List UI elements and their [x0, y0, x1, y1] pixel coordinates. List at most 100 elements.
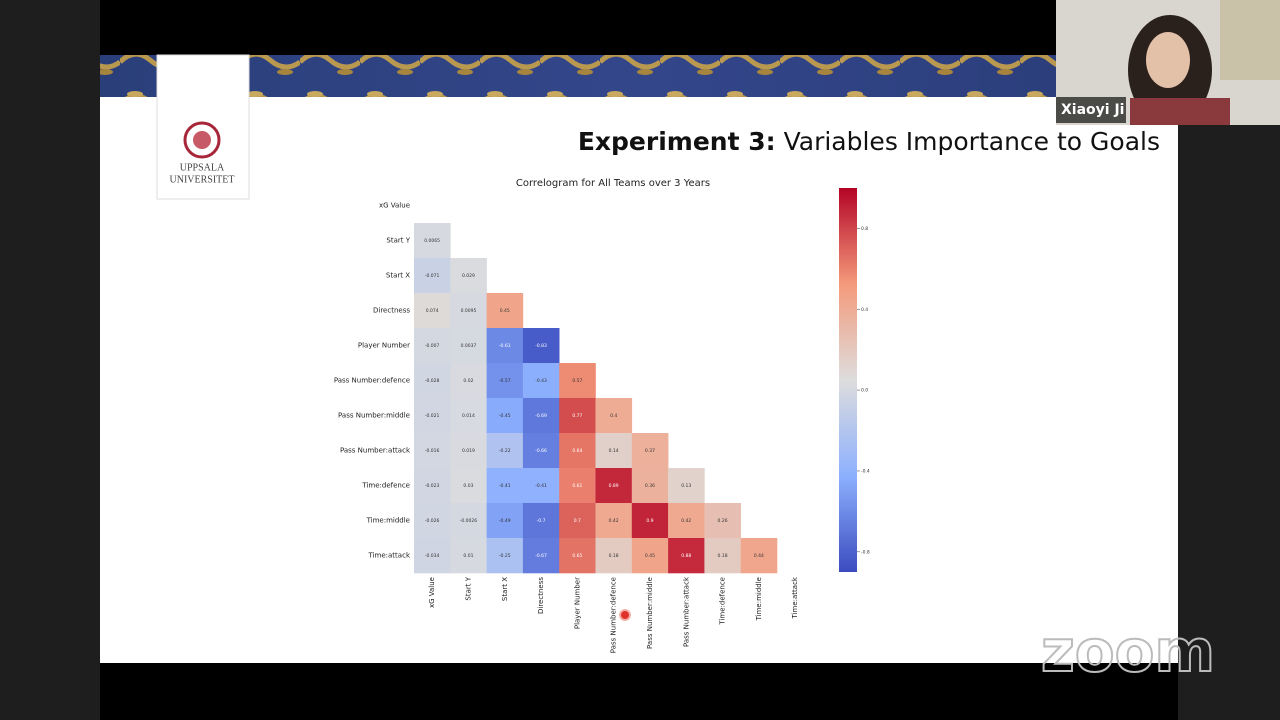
column-label: Player Number: [573, 577, 581, 629]
cell-label: -0.57: [499, 378, 511, 384]
heatmap-cell: [631, 468, 669, 504]
pointer: [619, 609, 631, 621]
cell-label: 0.64: [572, 448, 582, 454]
cell-label: 0.57: [572, 378, 582, 384]
heatmap-cell: [595, 503, 633, 539]
column-label: Start X: [501, 577, 509, 601]
heatmap-cell: [450, 363, 487, 399]
colorbar-tick-label: -0.4: [861, 468, 870, 474]
heatmap-cell: [450, 328, 487, 364]
participant-face: [1146, 32, 1190, 88]
cell-label: -0.67: [535, 553, 547, 559]
cell-label: -0.034: [425, 553, 440, 559]
heatmap-cell: [450, 398, 487, 434]
cell-label: 0.61: [572, 483, 582, 489]
heatmap-cell: [522, 398, 560, 434]
cell-label: 0.0037: [461, 343, 477, 349]
cell-label: -0.071: [425, 273, 440, 279]
heatmap-cell: [414, 468, 451, 504]
cell-label: -0.22: [499, 448, 511, 454]
cell-label: -0.41: [535, 483, 547, 489]
row-label: Pass Number:attack: [340, 447, 411, 455]
cell-label: 0.7: [574, 518, 581, 524]
heatmap-cell: [450, 258, 487, 294]
cell-label: -0.023: [425, 483, 440, 489]
heatmap-cell: [486, 398, 524, 434]
name-tag: [1056, 97, 1126, 123]
heatmap-cell: [414, 433, 451, 469]
title-rest: Variables Importance to Goals: [784, 127, 1160, 156]
heatmap-cell: [559, 363, 596, 399]
colorbar-tick-label: 0.8: [861, 226, 868, 232]
cell-label: -0.007: [425, 343, 440, 349]
cell-label: -0.7: [537, 518, 546, 524]
column-label: Time:attack: [791, 576, 799, 619]
cell-label: -0.61: [499, 343, 511, 349]
row-label: Player Number: [358, 342, 410, 350]
heatmap-cell: [450, 538, 487, 574]
cell-label: 0.89: [609, 483, 619, 489]
logo-box: [156, 54, 250, 200]
heatmap-cell: [414, 223, 451, 259]
heatmap-cell: [522, 328, 560, 364]
row-label: Start Y: [386, 237, 410, 245]
column-label: Start Y: [464, 576, 472, 600]
heatmap-cell: [486, 433, 524, 469]
cell-label: 0.02: [463, 378, 473, 384]
cell-label: 0.014: [462, 413, 475, 419]
row-label: Start X: [386, 272, 410, 280]
column-label: Time:middle: [755, 577, 763, 621]
column-label: Pass Number:middle: [646, 577, 654, 649]
cell-label: -0.026: [425, 518, 440, 524]
heatmap-cell: [414, 293, 451, 329]
heatmap-cell: [595, 538, 633, 574]
cell-label: 0.019: [462, 448, 475, 454]
heatmap-cell: [631, 503, 669, 539]
slide-title: Experiment 3: Variables Importance to Go…: [578, 127, 1160, 156]
heatmap-cell: [704, 538, 741, 574]
heatmap-cell: [522, 363, 560, 399]
heatmap-cell: [559, 503, 596, 539]
cell-label: 0.65: [572, 553, 582, 559]
row-label: Directness: [373, 307, 410, 315]
participant-name: Xiaoyi Ji: [1061, 102, 1124, 118]
zoom-watermark: zoom: [1041, 617, 1215, 685]
cell-label: -0.0026: [460, 518, 478, 524]
logo-text: UPPSALA: [180, 162, 225, 173]
cell-label: -0.028: [425, 378, 440, 384]
heatmap-cell: [450, 503, 487, 539]
heatmap-cell: [740, 538, 778, 574]
cell-label: 0.03: [463, 483, 473, 489]
heatmap-cell: [668, 503, 705, 539]
heatmap-cell: [668, 538, 705, 574]
colorbar: [839, 188, 857, 572]
cell-label: 0.88: [681, 553, 691, 559]
heatmap-cell: [631, 538, 669, 574]
heatmap-cell: [631, 433, 669, 469]
cell-label: -0.66: [535, 448, 547, 454]
heatmap-cell: [486, 293, 524, 329]
heatmap-cell: [522, 538, 560, 574]
heatmap-cell: [450, 468, 487, 504]
heatmap-cell: [414, 328, 451, 364]
heatmap-cell: [450, 293, 487, 329]
cell-label: -0.45: [499, 413, 511, 419]
cell-label: 0.18: [718, 553, 728, 559]
cell-label: 0.36: [645, 483, 655, 489]
title-bold: Experiment 3:: [578, 127, 776, 156]
cell-label: 0.42: [609, 518, 619, 524]
heatmap-cell: [559, 433, 596, 469]
logo-seal: [183, 121, 221, 159]
colorbar-tick-label: 0.0: [861, 388, 868, 394]
heatmap-cell: [668, 468, 705, 504]
cell-label: -0.83: [535, 343, 547, 349]
cell-label: 0.13: [681, 483, 691, 489]
column-label: Time:defence: [719, 577, 727, 626]
colorbar-tick-label: 0.4: [861, 307, 868, 313]
cell-label: 0.029: [462, 273, 475, 279]
row-label: Time:defence: [361, 482, 410, 490]
heatmap-cell: [704, 503, 741, 539]
column-label: Pass Number:attack: [682, 576, 690, 647]
colorbar-tick-label: -0.8: [861, 549, 870, 555]
